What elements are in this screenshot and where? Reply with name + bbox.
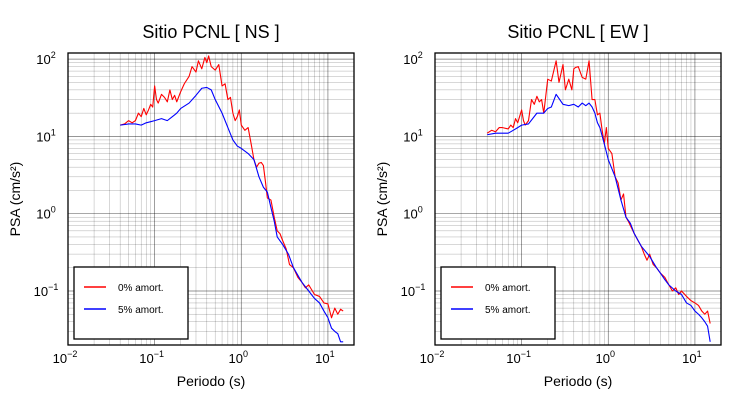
x-tick-label: 100 — [229, 349, 248, 366]
x-tick-label: 100 — [596, 349, 615, 366]
x-tick-label: 10−1 — [506, 349, 531, 366]
y-tick-label: 101 — [36, 127, 55, 144]
series-line-5pct-damping — [487, 93, 711, 342]
y-tick-label: 102 — [36, 50, 55, 67]
legend-label: 5% amort. — [485, 305, 531, 316]
y-axis-label: PSA (cm/s²) — [7, 162, 23, 237]
y-tick-label: 100 — [36, 205, 55, 222]
chart-title: Sitio PCNL [ NS ] — [142, 22, 279, 42]
x-axis-label: Periodo (s) — [177, 373, 245, 389]
panel-ew: 10−2 10−1 100 101 10−1 100 101 102 Sitio PCNL [ … — [374, 22, 722, 389]
x-axis-label: Periodo (s) — [544, 373, 612, 389]
series-line-0pct-damping — [120, 55, 344, 319]
y-axis-label: PSA (cm/s²) — [374, 162, 390, 237]
legend: 0% amort. 5% amort. — [440, 266, 556, 340]
y-tick-label: 10−1 — [401, 282, 426, 299]
panel-ns: 10−2 10−1 100 101 10−1 100 101 102 Sitio PCNL [ … — [7, 22, 355, 389]
plot-frame — [67, 52, 355, 346]
series-line-5pct-damping — [120, 86, 344, 343]
chart-title: Sitio PCNL [ EW ] — [507, 22, 648, 42]
legend-label: 0% amort. — [118, 283, 164, 294]
x-tick-label: 101 — [682, 349, 701, 366]
legend-label: 0% amort. — [485, 283, 531, 294]
x-tick-label: 10−2 — [420, 349, 445, 366]
y-tick-label: 100 — [403, 205, 422, 222]
y-tick-label: 102 — [403, 50, 422, 67]
y-tick-label: 101 — [403, 127, 422, 144]
legend-box — [73, 266, 189, 340]
legend-label: 5% amort. — [118, 305, 164, 316]
x-tick-label: 10−1 — [139, 349, 164, 366]
plot-frame — [434, 52, 722, 346]
x-tick-label: 10−2 — [53, 349, 78, 366]
legend: 0% amort. 5% amort. — [73, 266, 189, 340]
x-tick-label: 101 — [315, 349, 334, 366]
y-tick-label: 10−1 — [34, 282, 59, 299]
legend-box — [440, 266, 556, 340]
